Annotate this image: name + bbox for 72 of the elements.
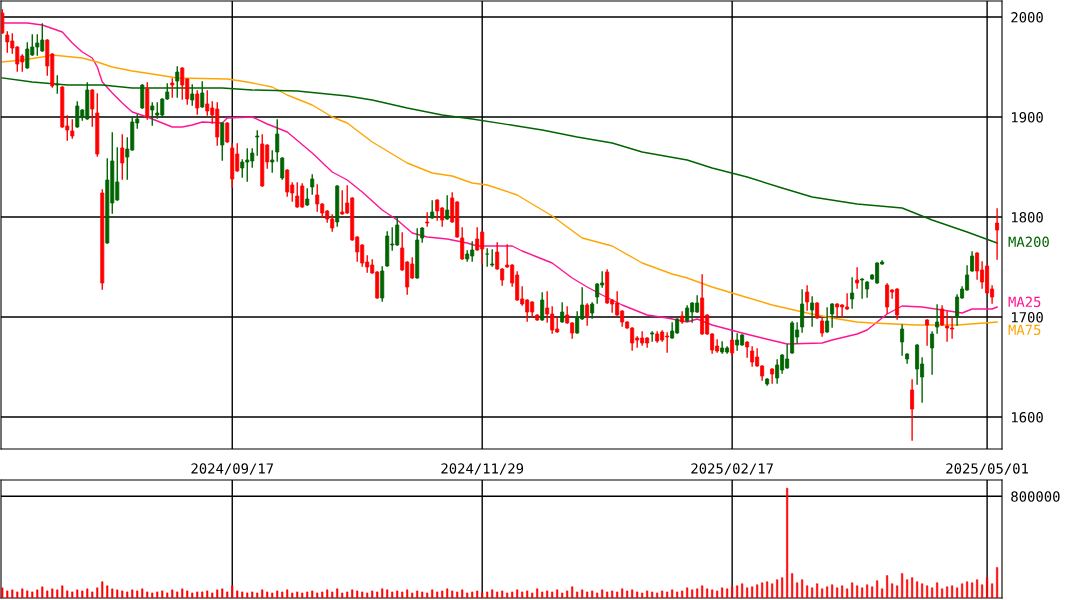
candlestick	[910, 379, 915, 441]
candlestick	[310, 174, 315, 195]
candlestick	[915, 344, 920, 385]
candlestick	[5, 31, 10, 53]
candlestick	[595, 283, 600, 304]
x-tick-label: 2025/05/01	[946, 463, 1028, 475]
candlestick	[860, 278, 865, 299]
candlestick	[200, 81, 205, 108]
candlestick	[445, 195, 450, 220]
candlestick	[900, 324, 905, 356]
candlestick	[745, 341, 750, 358]
candlestick	[810, 296, 815, 327]
candlestick	[825, 307, 830, 333]
candlestick	[315, 184, 320, 212]
candlestick	[280, 157, 285, 180]
candlestick	[975, 252, 980, 280]
candlestick	[25, 42, 30, 69]
candlestick	[275, 119, 280, 162]
y-tick-label: 1800	[1012, 212, 1043, 223]
candlestick	[270, 150, 275, 173]
series-label: MA200	[1008, 236, 1049, 248]
candlestick	[120, 134, 125, 180]
candlestick	[190, 84, 195, 106]
candlestick	[150, 102, 155, 126]
candlestick	[885, 283, 890, 314]
x-tick-label: 2024/11/29	[441, 463, 524, 475]
candlestick	[180, 67, 185, 100]
candlestick	[540, 292, 545, 321]
candlestick	[770, 368, 775, 384]
candlestick	[435, 199, 440, 221]
candlestick	[255, 130, 260, 156]
candlestick	[340, 190, 345, 215]
candlestick	[940, 305, 945, 326]
candlestick	[225, 122, 230, 143]
candlestick	[720, 341, 725, 354]
line-series	[1, 54, 998, 326]
series-label: MA25	[1008, 296, 1041, 308]
candlestick	[195, 90, 200, 115]
x-tick-label: 2024/09/17	[191, 463, 274, 475]
candlestick	[925, 319, 930, 346]
candlestick	[735, 333, 740, 351]
candlestick	[205, 90, 210, 116]
candlestick	[930, 331, 935, 375]
candlestick	[295, 182, 300, 208]
candlestick	[935, 304, 940, 334]
candlestick	[805, 285, 810, 311]
candlestick	[140, 84, 145, 109]
candlestick	[650, 331, 655, 342]
candlestick	[970, 251, 975, 272]
candlestick	[560, 302, 565, 323]
candlestick	[855, 267, 860, 289]
candlestick	[585, 303, 590, 326]
candlestick	[995, 208, 1000, 260]
candlestick	[750, 346, 755, 367]
candlestick	[800, 289, 805, 333]
x-tick-label: 2025/02/17	[691, 463, 773, 475]
candlestick	[220, 122, 225, 161]
line-series	[1, 22, 998, 345]
y-tick-label: 1600	[1012, 412, 1043, 423]
y-tick-label: 1900	[1012, 112, 1043, 123]
candlestick	[75, 101, 80, 128]
candlestick	[90, 89, 95, 127]
candlestick	[850, 277, 855, 309]
candlestick	[285, 169, 290, 197]
y-tick-label: 2000	[1011, 12, 1043, 23]
candlestick	[475, 227, 480, 251]
y-tick-label: 800000	[1011, 491, 1060, 502]
candlestick	[830, 303, 835, 328]
y-tick-label: 1700	[1012, 312, 1043, 323]
candlestick	[1, 9, 5, 34]
series-label: MA75	[1008, 324, 1041, 336]
candlestick	[835, 303, 840, 317]
